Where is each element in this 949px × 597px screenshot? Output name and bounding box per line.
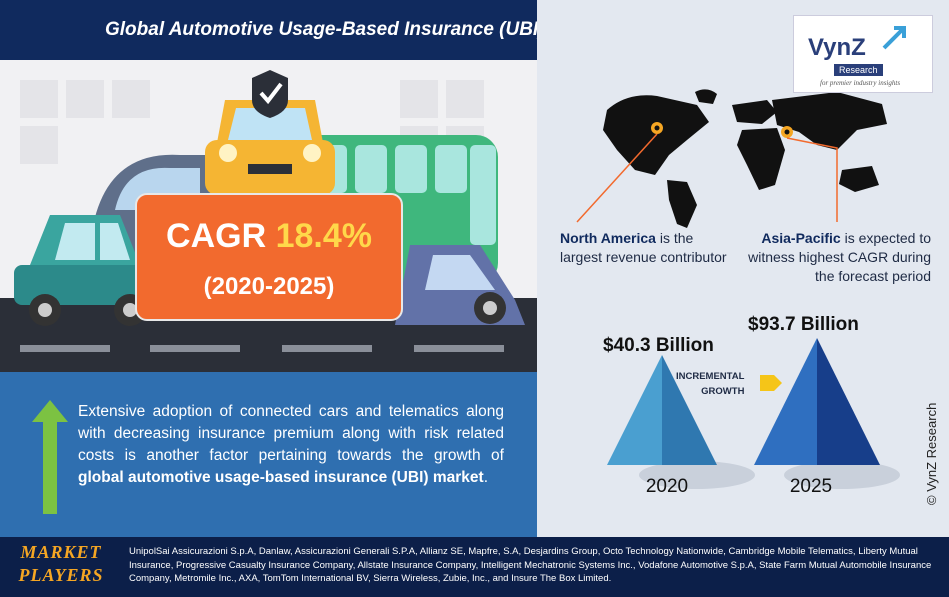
logo-badge: Research <box>834 64 883 76</box>
north-america-desc: is the largest revenue contributor <box>560 230 727 265</box>
year-2025: 2025 <box>789 476 833 497</box>
cagr-value: 18.4% <box>275 217 372 255</box>
cagr-heading: CAGR 18.4% <box>137 217 401 256</box>
asia-pacific-desc: is expected to witness highest CAGR duri… <box>748 230 931 284</box>
cagr-period: (2020-2025) <box>203 273 335 300</box>
cagr-box: CAGR 18.4% (2020-2025) <box>135 193 403 321</box>
market-players-label: MARKET PLAYERS <box>8 541 114 587</box>
copyright-text: © VynZ Research <box>924 402 939 505</box>
description-text: Extensive adoption of connected cars and… <box>78 401 504 489</box>
growth-up-arrow-icon <box>32 400 68 514</box>
value-2020: $40.3 Billion <box>603 335 714 356</box>
description-panel <box>0 372 537 537</box>
page-title: Global Automotive Usage-Based Insurance … <box>105 19 612 40</box>
description-end: . <box>483 469 488 486</box>
north-america-name: North America <box>560 230 656 246</box>
year-2020: 2020 <box>645 476 689 497</box>
market-players-label-2: PLAYERS <box>18 565 104 585</box>
logo-tagline: for premier industry insights <box>820 79 901 87</box>
market-players-label-1: MARKET <box>20 542 102 562</box>
market-players-list: UnipolSai Assicurazioni S.p.A, Danlaw, A… <box>129 546 932 584</box>
asia-pacific-callout: Asia-Pacific is expected to witness high… <box>735 229 931 286</box>
market-players-bar <box>0 537 949 597</box>
description-highlight: global automotive usage-based insurance … <box>78 469 484 486</box>
logo-name: VynZ <box>808 34 866 61</box>
vynz-logo: VynZ Research for premier industry insig… <box>793 15 933 93</box>
north-america-callout: North America is the largest revenue con… <box>560 229 730 267</box>
logo-arrow-icon <box>882 26 906 50</box>
asia-pacific-name: Asia-Pacific <box>761 230 841 246</box>
incremental-growth-label: INCREMENTAL GROWTH <box>676 369 744 399</box>
value-2025: $93.7 Billion <box>748 314 859 335</box>
cagr-label: CAGR <box>166 217 267 255</box>
incremental-line-2: GROWTH <box>701 386 745 397</box>
growth-pyramids <box>607 338 900 489</box>
world-map <box>576 89 887 228</box>
incremental-line-1: INCREMENTAL <box>676 371 745 382</box>
description-body: Extensive adoption of connected cars and… <box>78 403 504 464</box>
